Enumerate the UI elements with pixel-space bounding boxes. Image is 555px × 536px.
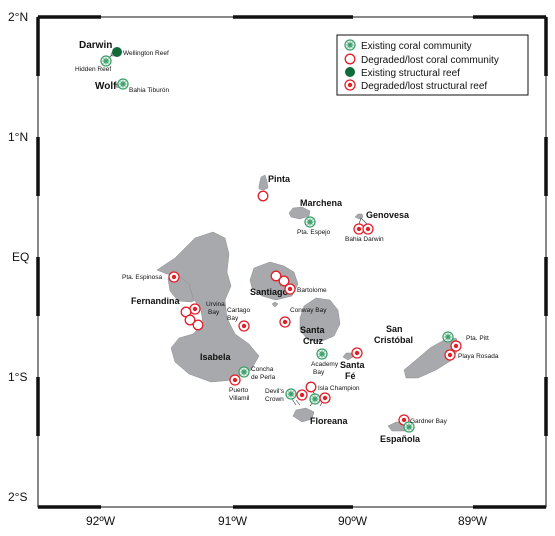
island-genovesa [354,213,364,220]
y-label-eq: EQ [12,250,29,264]
marker-san-cristobal [450,340,462,352]
marker-floreana-1 [309,393,321,405]
site-pta-espejo: Pta. Espejo [297,229,331,236]
legend-degraded-coral-label: Degraded/lost coral community [361,55,499,66]
label-wolf: Wolf [95,81,117,92]
legend-degraded-reef-symbol [344,79,356,91]
site-devils-2: Crown [265,396,284,403]
site-cartago-1: Cartago [227,307,251,314]
site-bahia-darwin: Bahia Darwin [345,236,384,243]
label-santiago: Santiago [250,287,289,297]
marker-urvina-1 [189,303,201,315]
map-frame [37,16,547,508]
label-pinta: Pinta [268,174,291,184]
marker-cartago-bay [238,320,250,332]
marker-wellington-reef [112,47,122,57]
site-devils-1: Devil's [265,388,285,395]
y-label-1s: 1°S [8,370,27,384]
site-urvina-2: Bay [208,309,220,316]
marker-academy-bay [316,348,328,360]
marker-pta-espinosa [168,271,180,283]
label-santa-cruz-2: Cruz [303,336,323,346]
label-floreana: Floreana [310,416,349,426]
marker-bahia-tiburon [117,78,129,90]
marker-pta-espejo [304,216,316,228]
marker-pta-pitt [442,331,454,343]
site-villamil-2: Villamil [229,395,250,402]
label-san-cristobal-1: San [386,324,403,334]
y-label-2n: 2°N [8,10,28,24]
x-label-90w: 90ºW [338,514,368,528]
legend-existing-reef-label: Existing structural reef [361,68,460,79]
label-isabela: Isabela [200,352,232,362]
legend-degraded-reef-label: Degraded/lost structural reef [361,81,487,92]
site-pta-espinosa: Pta. Espinosa [122,274,162,281]
site-isla-champion: Isla Champion [318,385,360,392]
site-wellington-reef: Wellington Reef [123,50,169,57]
y-label-2s: 2°S [8,490,27,504]
island-isabela [156,231,260,383]
marker-devils-crown-1 [285,388,297,400]
island-floreana [292,407,315,423]
label-san-cristobal-2: Cristóbal [374,335,413,345]
site-concha-1: Concha [251,366,274,373]
label-santa-cruz-1: Santa [300,325,326,335]
x-label-89w: 89ºW [458,514,488,528]
island-santa-cruz [299,297,341,343]
marker-conway-bay [279,316,291,328]
site-hidden-reef: Hidden Reef [75,66,111,73]
site-academy-2: Bay [313,369,325,376]
site-cartago-2: Bay [227,315,239,322]
marker-pinta [257,190,269,202]
site-gardner-bay: Gardner Bay [410,418,448,425]
frame-ticks [36,15,548,509]
label-santa-fe-1: Santa [340,360,366,370]
label-marchena: Marchena [300,198,343,208]
site-bahia-tiburon: Bahia Tiburón [129,87,169,94]
site-villamil-1: Puerto [229,387,249,394]
marker-concha-de-perla [238,366,250,378]
site-playa-rosada: Playa Rosada [458,353,499,360]
marker-playa-rosada [444,349,456,361]
site-academy-1: Academy [311,361,339,368]
island-marchena [288,206,311,220]
marker-hidden-reef [100,55,112,67]
site-bartolome: Bartolome [297,287,327,294]
label-darwin: Darwin [79,40,112,51]
legend-existing-coral-symbol [344,39,356,51]
site-pta-pitt: Pta. Pitt [466,335,489,342]
marker-floreana-2 [319,392,331,404]
marker-devils-crown-2 [296,389,308,401]
label-espanola: Española [380,434,421,444]
site-conway-bay: Conway Bay [290,307,327,314]
site-urvina-1: Urvina [206,301,225,308]
label-genovesa: Genovesa [366,210,410,220]
marker-bartolome [284,283,296,295]
legend-existing-reef-symbol [345,67,355,77]
marker-bahia-darwin-2 [362,223,374,235]
label-santa-fe-2: Fé [345,371,356,381]
marker-santa-fe [351,347,363,359]
island-rabida [271,301,279,308]
y-label-1n: 1°N [8,130,28,144]
marker-urvina-4 [192,319,204,331]
legend-existing-coral-label: Existing coral community [361,41,472,52]
marker-puerto-villamil [229,374,241,386]
legend-box [336,34,529,96]
x-label-91w: 91ºW [218,514,248,528]
label-fernandina: Fernandina [131,296,181,306]
marker-isla-champion [305,381,317,393]
site-concha-2: de Perla [251,374,276,381]
legend: Existing coral community Degraded/lost c… [336,34,529,96]
island-pinta [258,174,269,191]
legend-degraded-coral-symbol [344,53,356,65]
x-label-92w: 92ºW [86,514,116,528]
